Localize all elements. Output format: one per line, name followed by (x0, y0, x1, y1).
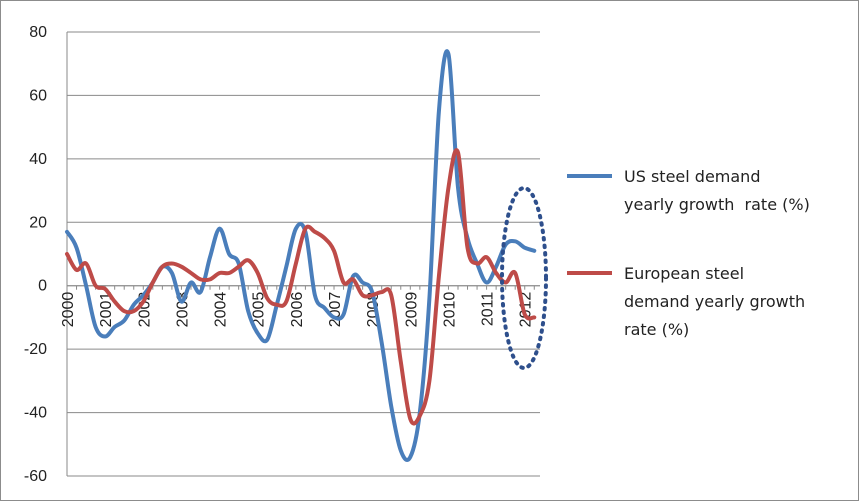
y-tick-label: 0 (38, 278, 47, 295)
legend-label-us-line1: US steel demand (624, 167, 760, 186)
y-tick-label: 80 (29, 24, 47, 41)
x-tick-label: 2006 (289, 292, 306, 328)
y-tick-label: -20 (24, 341, 47, 358)
y-tick-label: -40 (24, 405, 47, 422)
y-tick-label: 60 (29, 87, 47, 104)
legend-label-europe-line1: European steel (624, 264, 744, 283)
x-tick-label: 2011 (480, 292, 497, 327)
x-tick-label: 2009 (403, 292, 420, 328)
highlight-ellipse (500, 186, 548, 370)
series-lines (65, 49, 537, 462)
y-tick-label: -60 (24, 468, 47, 485)
legend-label-us-line2: yearly growth rate (%) (624, 195, 810, 214)
x-tick-label: 2005 (251, 292, 268, 328)
x-tick-label: 2010 (441, 292, 458, 328)
x-tick-label: 2007 (327, 292, 344, 328)
y-axis: 80 60 40 20 0 -20 -40 -60 (24, 24, 68, 485)
legend-label-europe-line3: rate (%) (624, 320, 689, 339)
x-tick-label: 2000 (60, 292, 77, 328)
y-tick-label: 40 (29, 151, 47, 168)
legend-item-europe: European steel demand yearly growth rate… (567, 264, 805, 339)
series-line-europe (65, 148, 537, 426)
legend-item-us: US steel demand yearly growth rate (%) (567, 167, 810, 214)
legend-label-europe-line2: demand yearly growth (624, 292, 805, 311)
x-tick-label: 2004 (213, 292, 230, 328)
series-line-us (65, 49, 537, 462)
y-tick-label: 20 (29, 214, 47, 231)
legend: US steel demand yearly growth rate (%) E… (567, 167, 810, 339)
x-tick-label: 2001 (98, 292, 115, 328)
